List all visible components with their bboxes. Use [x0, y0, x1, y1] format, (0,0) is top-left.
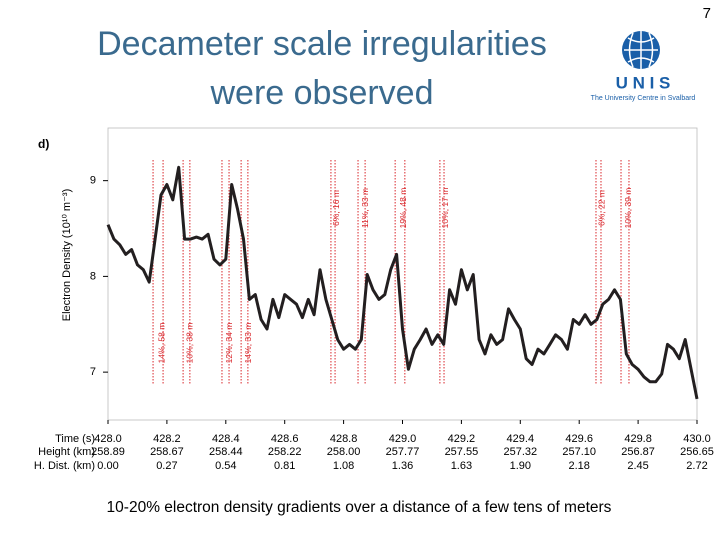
hdist-label: 0.00 [97, 460, 118, 472]
row-label: Height (km) [38, 446, 95, 458]
y-tick-label: 7 [90, 366, 96, 378]
height-label: 258.89 [91, 446, 125, 458]
title-line: Decameter scale irregularities [97, 25, 547, 63]
x-tick-label: 429.2 [448, 433, 476, 445]
title-line: were observed [209, 74, 433, 112]
height-label: 258.67 [150, 446, 184, 458]
data-line [106, 165, 699, 400]
annotation-label: 12%, 34 m [224, 323, 234, 364]
height-label: 257.10 [562, 446, 596, 458]
x-tick-label: 428.6 [271, 433, 299, 445]
x-tick-label: 428.8 [330, 433, 358, 445]
annotation-label: 10%, 17 m [440, 188, 450, 229]
annotation-label: 10%, 39 m [623, 188, 633, 229]
logo-subtitle: The University Centre in Svalbard [591, 95, 696, 102]
annotation-label: 11%, 33 m [360, 188, 370, 228]
annotation-label: 14%, 33 m [243, 323, 253, 364]
caption: 10-20% electron density gradients over a… [107, 499, 612, 516]
x-tick-label: 429.8 [624, 433, 652, 445]
annotation-label: 19%, 48 m [398, 188, 408, 229]
x-tick-label: 428.2 [153, 433, 181, 445]
hdist-label: 0.27 [156, 460, 177, 472]
height-label: 258.44 [209, 446, 243, 458]
y-axis-label: Electron Density (10¹⁰ m⁻³) [61, 189, 73, 321]
row-label: Time (s) [55, 433, 95, 445]
height-label: 258.00 [327, 446, 361, 458]
height-label: 257.55 [445, 446, 479, 458]
x-tick-label: 428.0 [94, 433, 122, 445]
x-tick-label: 429.4 [507, 433, 535, 445]
panel-label: d) [38, 137, 49, 151]
logo: U N I S The University Centre in Svalbar… [591, 31, 696, 102]
hdist-label: 2.45 [627, 460, 648, 472]
x-tick-label: 430.0 [683, 433, 711, 445]
hdist-label: 1.90 [510, 460, 531, 472]
x-tick-label: 428.4 [212, 433, 240, 445]
height-label: 256.65 [680, 446, 714, 458]
hdist-label: 0.81 [274, 460, 295, 472]
chart: d) Electron Density (10¹⁰ m⁻³) 7 8 9 Time (s)… [34, 127, 714, 472]
x-tick-label: 429.6 [565, 433, 593, 445]
hdist-label: 1.08 [333, 460, 354, 472]
x-tick-label: 429.0 [389, 433, 417, 445]
plot-frame [107, 127, 698, 421]
hdist-label: 2.18 [568, 460, 589, 472]
hdist-label: 1.36 [392, 460, 413, 472]
row-label: H. Dist. (km) [34, 460, 95, 472]
hdist-label: 1.63 [451, 460, 472, 472]
hdist-label: 2.72 [686, 460, 707, 472]
hdist-label: 0.54 [215, 460, 236, 472]
y-tick-label: 8 [90, 270, 96, 282]
annotation-label: 6%, 16 m [331, 190, 341, 226]
annotation-label: 10%, 38 m [185, 323, 195, 364]
annotation-label: 14%, 58 m [156, 323, 166, 364]
logo-name: U N I S [616, 73, 671, 92]
page-number: 7 [703, 5, 711, 22]
y-tick-label: 9 [90, 175, 96, 187]
annotation-label: 6%, 22 m [597, 190, 607, 226]
height-label: 257.77 [386, 446, 420, 458]
height-label: 256.87 [621, 446, 655, 458]
height-label: 258.22 [268, 446, 302, 458]
height-label: 257.32 [503, 446, 537, 458]
logo-grid [624, 31, 658, 69]
